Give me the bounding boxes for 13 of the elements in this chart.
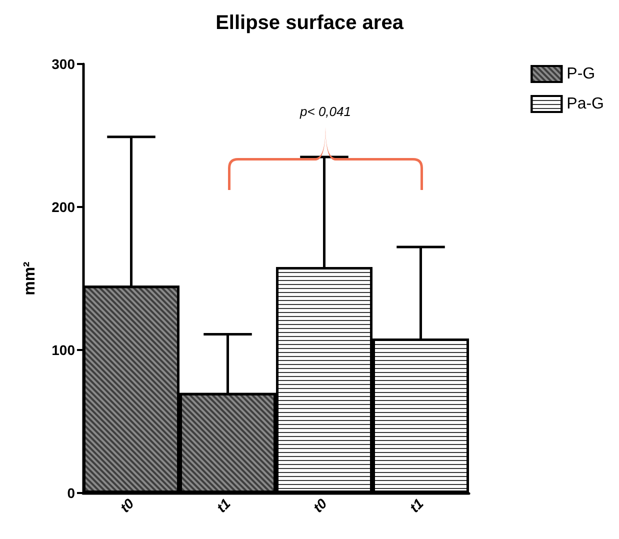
y-axis-title: mm² bbox=[22, 262, 38, 296]
annotation: p< 0,041 bbox=[299, 104, 351, 119]
x-tick-label: t0 bbox=[310, 495, 330, 516]
y-tick-label: 100 bbox=[52, 342, 76, 358]
y-tick-label: 200 bbox=[52, 199, 76, 215]
y-tick-label: 0 bbox=[67, 485, 76, 501]
x-tick-label: t1 bbox=[213, 495, 234, 516]
legend-label: P-G bbox=[566, 66, 596, 82]
chart-title: Ellipse surface area bbox=[216, 12, 404, 34]
y-tick-label: 300 bbox=[52, 56, 76, 72]
legend-label: Pa-G bbox=[566, 96, 604, 112]
x-tick-label: t0 bbox=[116, 495, 138, 516]
x-tick-label: t1 bbox=[406, 495, 427, 516]
